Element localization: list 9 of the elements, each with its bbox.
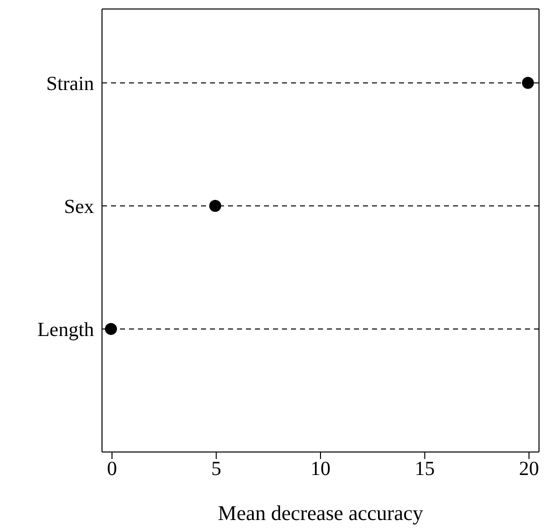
x-tick-label: 5 — [211, 458, 222, 480]
x-tick-label: 20 — [518, 458, 539, 480]
x-axis-title: Mean decrease accuracy — [218, 501, 424, 525]
y-tick-label: Length — [37, 319, 94, 342]
x-tick-label: 10 — [310, 458, 330, 480]
x-tick-label: 15 — [414, 458, 435, 480]
x-tick-label: 0 — [107, 458, 118, 480]
y-tick-label: Sex — [64, 196, 94, 218]
y-tick-label: Strain — [46, 72, 94, 95]
